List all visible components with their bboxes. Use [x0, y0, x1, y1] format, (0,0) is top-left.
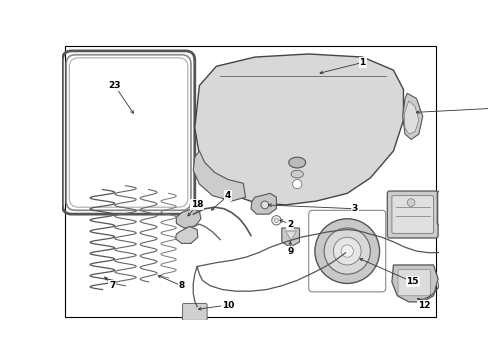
- Text: 15: 15: [406, 278, 418, 287]
- Circle shape: [292, 180, 301, 189]
- Circle shape: [333, 237, 360, 265]
- Polygon shape: [391, 265, 437, 302]
- Text: 18: 18: [190, 201, 203, 210]
- Text: 3: 3: [351, 204, 357, 213]
- FancyBboxPatch shape: [436, 191, 481, 225]
- Text: 1: 1: [359, 58, 365, 67]
- Circle shape: [407, 199, 414, 206]
- Text: 10: 10: [221, 301, 234, 310]
- Polygon shape: [175, 226, 198, 243]
- Polygon shape: [281, 228, 299, 247]
- Polygon shape: [194, 54, 403, 205]
- FancyBboxPatch shape: [397, 270, 429, 296]
- Polygon shape: [485, 234, 488, 254]
- Polygon shape: [250, 193, 276, 214]
- Circle shape: [324, 228, 369, 274]
- Polygon shape: [481, 263, 488, 301]
- Polygon shape: [285, 231, 296, 240]
- Text: 12: 12: [417, 301, 429, 310]
- Polygon shape: [402, 93, 422, 139]
- FancyBboxPatch shape: [386, 191, 437, 238]
- Text: 2: 2: [286, 220, 293, 229]
- FancyBboxPatch shape: [441, 195, 476, 220]
- Circle shape: [271, 216, 281, 225]
- Circle shape: [341, 245, 353, 257]
- Text: 8: 8: [178, 281, 184, 290]
- Text: 4: 4: [224, 191, 231, 200]
- Text: 7: 7: [109, 281, 115, 290]
- Polygon shape: [193, 151, 245, 201]
- Circle shape: [274, 218, 278, 222]
- FancyBboxPatch shape: [391, 195, 432, 233]
- FancyBboxPatch shape: [182, 303, 207, 320]
- Polygon shape: [404, 101, 418, 134]
- Ellipse shape: [290, 170, 303, 178]
- Circle shape: [314, 219, 379, 283]
- Polygon shape: [176, 209, 201, 228]
- Text: 9: 9: [286, 247, 293, 256]
- Ellipse shape: [288, 157, 305, 168]
- Circle shape: [261, 201, 268, 209]
- Text: 23: 23: [108, 81, 121, 90]
